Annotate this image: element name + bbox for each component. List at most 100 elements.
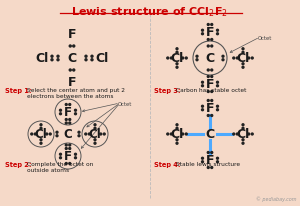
Text: Cl: Cl [236, 128, 250, 140]
Circle shape [65, 163, 67, 164]
Circle shape [202, 157, 203, 159]
Circle shape [85, 59, 87, 61]
Circle shape [242, 139, 244, 141]
Circle shape [176, 63, 178, 65]
Circle shape [211, 23, 213, 26]
Circle shape [202, 29, 203, 31]
Circle shape [65, 104, 67, 105]
Circle shape [51, 55, 53, 57]
Text: C: C [68, 52, 76, 64]
Text: Cl: Cl [88, 128, 101, 140]
Circle shape [176, 124, 178, 126]
Text: F: F [68, 27, 76, 41]
Circle shape [233, 57, 235, 59]
Circle shape [69, 122, 71, 124]
Circle shape [65, 122, 67, 124]
Circle shape [88, 133, 90, 135]
Circle shape [196, 55, 198, 57]
Text: Cl: Cl [35, 52, 49, 64]
Circle shape [57, 55, 59, 57]
Circle shape [211, 76, 213, 77]
Circle shape [40, 139, 42, 141]
Circle shape [202, 109, 203, 111]
Circle shape [211, 39, 213, 40]
Circle shape [207, 76, 209, 77]
Circle shape [207, 69, 209, 71]
Circle shape [40, 124, 42, 126]
Circle shape [170, 57, 172, 59]
Circle shape [222, 55, 224, 57]
Circle shape [56, 135, 58, 137]
Circle shape [167, 57, 169, 59]
Circle shape [217, 81, 218, 83]
Circle shape [91, 59, 93, 61]
Circle shape [69, 104, 71, 105]
Circle shape [176, 139, 178, 141]
Text: Step 2:: Step 2: [5, 162, 32, 168]
Circle shape [176, 66, 178, 68]
Circle shape [94, 127, 96, 129]
Circle shape [248, 133, 250, 135]
Text: F: F [206, 153, 214, 166]
Circle shape [211, 99, 213, 101]
Circle shape [40, 127, 42, 129]
Circle shape [103, 133, 105, 135]
Circle shape [100, 133, 102, 135]
Circle shape [182, 57, 184, 59]
Text: C: C [206, 128, 214, 140]
Circle shape [176, 127, 178, 129]
Circle shape [242, 63, 244, 65]
Circle shape [242, 142, 244, 144]
Circle shape [73, 45, 75, 47]
Circle shape [59, 157, 62, 159]
Circle shape [217, 161, 218, 163]
Text: Octet: Octet [258, 36, 272, 41]
Text: Stable lewis structure: Stable lewis structure [176, 162, 240, 167]
Circle shape [217, 109, 218, 111]
Circle shape [242, 124, 244, 126]
Circle shape [59, 109, 62, 111]
Circle shape [46, 133, 48, 135]
Text: Cl: Cl [170, 52, 184, 64]
Circle shape [211, 166, 213, 169]
Circle shape [69, 147, 71, 149]
Circle shape [73, 69, 75, 71]
Circle shape [56, 131, 58, 133]
Circle shape [185, 133, 187, 135]
Circle shape [65, 118, 67, 121]
Circle shape [211, 91, 213, 92]
Circle shape [51, 59, 53, 61]
Circle shape [40, 142, 42, 144]
Circle shape [242, 48, 244, 50]
Circle shape [69, 118, 71, 121]
Circle shape [222, 59, 224, 61]
Circle shape [57, 59, 59, 61]
Circle shape [31, 133, 33, 135]
Text: Cl: Cl [95, 52, 109, 64]
Circle shape [69, 69, 71, 71]
Circle shape [217, 105, 218, 107]
Circle shape [176, 142, 178, 144]
Circle shape [251, 133, 253, 135]
Text: F: F [206, 77, 214, 90]
Text: Octet: Octet [118, 102, 132, 107]
Circle shape [202, 161, 203, 163]
Circle shape [217, 29, 218, 31]
Circle shape [211, 69, 213, 71]
Circle shape [207, 91, 209, 92]
Text: F: F [206, 102, 214, 115]
Circle shape [242, 66, 244, 68]
Circle shape [176, 48, 178, 50]
Circle shape [236, 133, 238, 135]
Circle shape [59, 153, 62, 155]
Circle shape [69, 45, 71, 47]
Circle shape [217, 33, 218, 35]
Text: Cl: Cl [170, 128, 184, 140]
Text: Carbon has stable octet: Carbon has stable octet [176, 88, 246, 93]
Circle shape [211, 45, 213, 47]
Text: F: F [64, 150, 72, 163]
Circle shape [207, 99, 209, 101]
Circle shape [242, 51, 244, 53]
Circle shape [49, 133, 51, 135]
Circle shape [217, 157, 218, 159]
